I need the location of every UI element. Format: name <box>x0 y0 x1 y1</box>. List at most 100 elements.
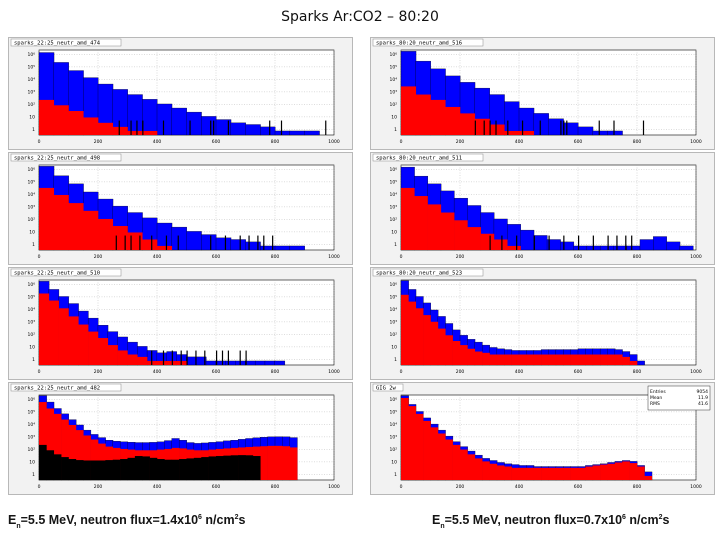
histogram-panel-1: sparks_22:25_neutr_amd_474 0 200 400 600 800 1… <box>8 37 353 150</box>
histogram-bar <box>467 454 476 480</box>
caption-right: En=5.5 MeV, neutron flux=0.7x106 n/cm2s <box>432 513 670 530</box>
y-tick-label: 10 <box>29 344 35 350</box>
histogram-bar <box>401 187 415 250</box>
histogram-spike <box>474 120 476 135</box>
histogram-bar <box>592 465 601 480</box>
histogram-bar <box>201 234 217 251</box>
histogram-bar <box>264 360 276 366</box>
stats-label: Mean <box>650 395 662 401</box>
histogram-spike <box>489 120 491 135</box>
histogram-title-box <box>10 383 122 392</box>
histogram-bar <box>592 130 608 136</box>
histogram-spike <box>325 120 327 135</box>
histogram-spike <box>507 120 509 135</box>
x-tick-label: 800 <box>271 369 280 375</box>
histogram-bar <box>142 130 158 135</box>
histogram-bar <box>541 354 549 365</box>
histogram-spike <box>489 235 491 250</box>
y-tick-label: 1 <box>32 242 35 248</box>
histogram-bar <box>223 455 232 480</box>
histogram-bar <box>274 130 291 136</box>
histogram-title-box <box>10 268 122 277</box>
histogram-bar <box>440 212 455 250</box>
y-tick-label: 10⁴ <box>389 192 397 198</box>
histogram-bar <box>171 107 187 136</box>
histogram-bar <box>460 113 476 135</box>
histogram-bar <box>573 245 588 251</box>
histogram-spike <box>227 120 229 135</box>
histogram-spike <box>177 235 179 250</box>
x-tick-label: 600 <box>574 254 583 260</box>
x-tick-label: 400 <box>515 484 524 490</box>
histogram-bar <box>607 354 616 365</box>
histogram-spike <box>280 120 283 135</box>
histogram-bar <box>245 455 254 480</box>
histogram-bar <box>639 239 654 251</box>
x-tick-label: 200 <box>94 254 103 260</box>
x-tick-label: 0 <box>38 254 41 260</box>
histogram-spike <box>216 350 218 365</box>
x-tick-label: 400 <box>515 369 524 375</box>
y-tick-label: 10³ <box>389 319 397 325</box>
y-tick-label: 10⁴ <box>389 77 397 83</box>
histogram-bar <box>415 94 431 135</box>
y-tick-label: 10⁶ <box>27 52 35 58</box>
histogram-bars <box>400 280 645 366</box>
histogram-bar <box>304 130 320 136</box>
histogram-bar <box>533 235 548 251</box>
histogram-bar <box>179 459 187 480</box>
y-tick-label: 10⁶ <box>27 397 35 403</box>
histogram-bar <box>61 457 69 480</box>
y-tick-label: 10 <box>29 459 35 465</box>
x-tick-label: 1000 <box>328 484 340 490</box>
histogram-bar <box>39 444 47 480</box>
x-tick-label: 400 <box>515 139 524 145</box>
histogram-bar <box>496 354 505 365</box>
y-tick-label: 10⁵ <box>27 409 35 415</box>
y-tick-label: 10⁵ <box>389 64 397 70</box>
y-tick-label: 10³ <box>389 89 397 95</box>
x-tick-label: 1000 <box>690 254 702 260</box>
histogram-bar <box>504 354 512 365</box>
histogram-bar <box>563 122 579 136</box>
histogram-bar <box>98 218 114 250</box>
histogram-bar <box>467 348 476 365</box>
x-tick-label: 1000 <box>328 254 340 260</box>
y-tick-label: 10⁵ <box>389 294 397 300</box>
y-tick-label: 10³ <box>27 319 35 325</box>
histogram-bar <box>83 460 91 480</box>
histogram-bar <box>454 220 468 250</box>
histogram-bar <box>117 350 128 365</box>
histogram-bar <box>230 455 239 480</box>
histogram-svg: sparks_80:20_neutr_amd_516 0 200 400 600 800 1… <box>372 38 702 145</box>
histogram-spike <box>578 235 580 250</box>
histogram-bar <box>614 354 623 365</box>
histogram-bar <box>216 456 224 480</box>
stats-value: 11.9 <box>698 395 708 401</box>
histogram-title: sparks_22:25_neutr_amd_510 <box>14 271 100 277</box>
y-tick-label: 10⁵ <box>27 294 35 300</box>
x-tick-label: 800 <box>271 484 280 490</box>
histogram-bar <box>467 227 481 250</box>
histogram-bars <box>400 51 645 136</box>
histogram-bar <box>577 126 594 136</box>
histogram-title-box <box>372 153 484 162</box>
histogram-bars <box>38 281 286 366</box>
x-tick-label: 0 <box>400 254 403 260</box>
histogram-bar <box>201 457 209 480</box>
histogram-bar <box>401 397 409 480</box>
x-tick-label: 1000 <box>690 369 702 375</box>
x-tick-label: 800 <box>633 369 642 375</box>
histogram-bar <box>254 360 266 366</box>
histogram-bar <box>186 356 197 366</box>
histogram-title-box <box>10 153 122 162</box>
x-tick-label: 400 <box>153 254 162 260</box>
histogram-panel-5: sparks_22:25_neutr_amd_510 0 200 400 600 800 1… <box>8 267 353 380</box>
y-tick-label: 10² <box>389 447 397 453</box>
histogram-bar <box>493 239 508 250</box>
x-tick-label: 200 <box>456 254 465 260</box>
histogram-bar <box>408 406 417 480</box>
y-tick-label: 1 <box>394 472 397 478</box>
histogram-spike <box>130 235 132 250</box>
x-tick-label: 400 <box>153 484 162 490</box>
